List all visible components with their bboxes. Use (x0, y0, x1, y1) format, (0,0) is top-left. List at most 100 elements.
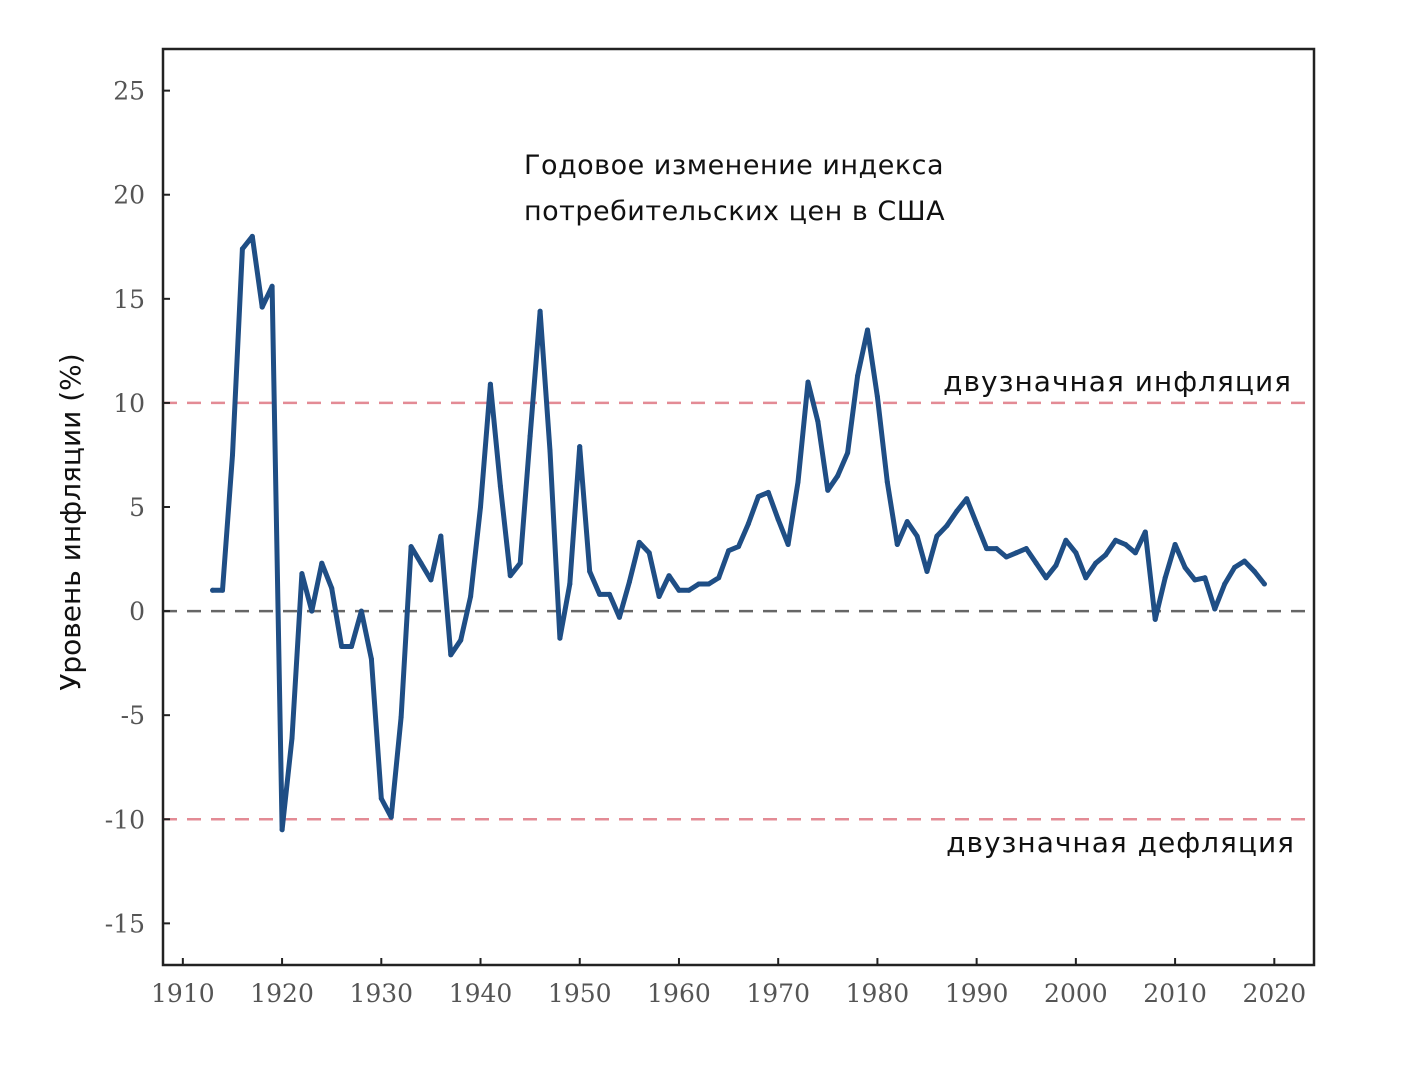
data-point-1977 (845, 450, 851, 456)
data-point-1928 (358, 608, 364, 614)
data-point-1922 (299, 571, 305, 577)
data-point-1988 (954, 508, 960, 514)
data-point-1968 (755, 494, 761, 500)
data-point-1940 (478, 504, 483, 510)
data-point-2008 (1152, 616, 1158, 622)
data-point-1984 (914, 533, 920, 539)
y-tick-label: 15 (113, 285, 145, 314)
x-axis: 1910 1920 1930 1940 1950 1960 1970 1980 1990 2000… (151, 958, 1306, 1008)
data-point-1951 (587, 569, 593, 574)
data-point-1978 (855, 373, 861, 379)
y-axis-title: Уровень инфляции (%) (54, 353, 87, 690)
x-tick-label: 2010 (1143, 979, 1207, 1008)
data-point-1944 (517, 560, 523, 566)
data-point-1991 (984, 546, 990, 552)
data-point-1945 (527, 433, 533, 439)
y-axis: 25 20 15 10 5 0 -5 -10 -15 (105, 77, 170, 938)
data-point-2019 (1261, 581, 1267, 587)
data-point-1971 (785, 542, 791, 547)
data-point-1921 (289, 735, 295, 741)
data-point-1952 (597, 591, 603, 597)
data-point-1974 (815, 419, 821, 425)
data-point-1995 (1023, 546, 1029, 552)
x-tick-label: 1990 (945, 979, 1009, 1008)
data-point-1980 (874, 394, 880, 400)
data-point-1918 (259, 304, 265, 310)
x-tick-label: 1980 (846, 979, 910, 1008)
data-point-1990 (974, 521, 980, 527)
x-tick-label: 1950 (548, 979, 612, 1008)
chart-subtitle: потребительских цен в США (524, 196, 945, 227)
data-point-1992 (994, 546, 999, 552)
data-point-1930 (378, 796, 384, 801)
data-point-1996 (1033, 560, 1039, 566)
data-point-1965 (726, 548, 732, 554)
y-tick-label: 5 (129, 493, 145, 522)
data-point-1958 (656, 594, 662, 599)
data-point-2014 (1212, 606, 1218, 612)
data-point-2003 (1103, 552, 1109, 558)
x-tick-label: 2000 (1044, 979, 1108, 1008)
x-tick-label: 1970 (746, 979, 810, 1008)
data-point-2011 (1182, 564, 1188, 570)
data-point-1916 (239, 246, 245, 252)
data-point-2005 (1123, 542, 1128, 547)
data-point-2010 (1172, 542, 1178, 547)
data-point-1936 (438, 533, 444, 539)
x-tick-label: 1940 (449, 979, 513, 1008)
data-point-1997 (1043, 575, 1049, 581)
x-tick-label: 1960 (647, 979, 711, 1008)
data-point-1919 (269, 283, 275, 289)
y-tick-label: 10 (113, 389, 145, 418)
data-point-2007 (1142, 529, 1148, 535)
data-point-1934 (418, 560, 424, 566)
data-point-1963 (706, 581, 712, 587)
data-point-2017 (1242, 558, 1247, 564)
data-point-2015 (1222, 581, 1228, 587)
data-point-1917 (249, 233, 255, 239)
data-point-1959 (666, 573, 672, 579)
data-point-1994 (1013, 550, 1019, 556)
data-point-1967 (745, 521, 751, 527)
data-point-2012 (1192, 577, 1198, 583)
data-point-1942 (497, 483, 503, 489)
data-point-1914 (220, 587, 225, 593)
x-tick-label: 2020 (1242, 979, 1306, 1008)
data-point-1969 (765, 489, 771, 495)
data-point-1949 (567, 581, 573, 587)
data-point-2018 (1252, 569, 1257, 574)
data-point-1935 (428, 577, 434, 583)
data-point-1954 (616, 614, 622, 620)
data-point-1920 (279, 827, 285, 833)
data-point-1985 (924, 569, 930, 574)
data-point-1961 (686, 587, 692, 593)
data-point-1993 (1003, 554, 1009, 560)
y-tick-label: 20 (113, 181, 145, 210)
y-tick-label: 0 (129, 597, 145, 626)
data-point-2016 (1232, 564, 1238, 570)
data-point-2009 (1162, 575, 1168, 581)
y-tick-label: -10 (105, 805, 145, 834)
data-point-2013 (1202, 575, 1208, 581)
data-point-1941 (487, 381, 493, 387)
series-line-0 (210, 233, 1267, 833)
data-point-1913 (210, 587, 216, 593)
data-point-1989 (964, 496, 970, 502)
data-point-1946 (537, 308, 543, 314)
data-point-2001 (1083, 575, 1089, 581)
data-point-1927 (349, 644, 354, 649)
annotation-double-digit-deflation: двузначная дефляция (946, 826, 1295, 859)
data-point-1966 (736, 544, 741, 550)
data-point-1973 (805, 379, 811, 385)
data-point-1979 (865, 327, 870, 333)
data-point-2002 (1093, 560, 1099, 566)
y-tick-label: 25 (113, 77, 145, 106)
data-point-1957 (646, 550, 652, 556)
data-point-1956 (636, 539, 642, 545)
y-tick-label: -5 (121, 701, 145, 730)
data-point-1981 (884, 479, 890, 485)
data-layer (210, 233, 1267, 833)
data-point-2004 (1113, 537, 1119, 543)
data-point-2000 (1073, 550, 1079, 556)
